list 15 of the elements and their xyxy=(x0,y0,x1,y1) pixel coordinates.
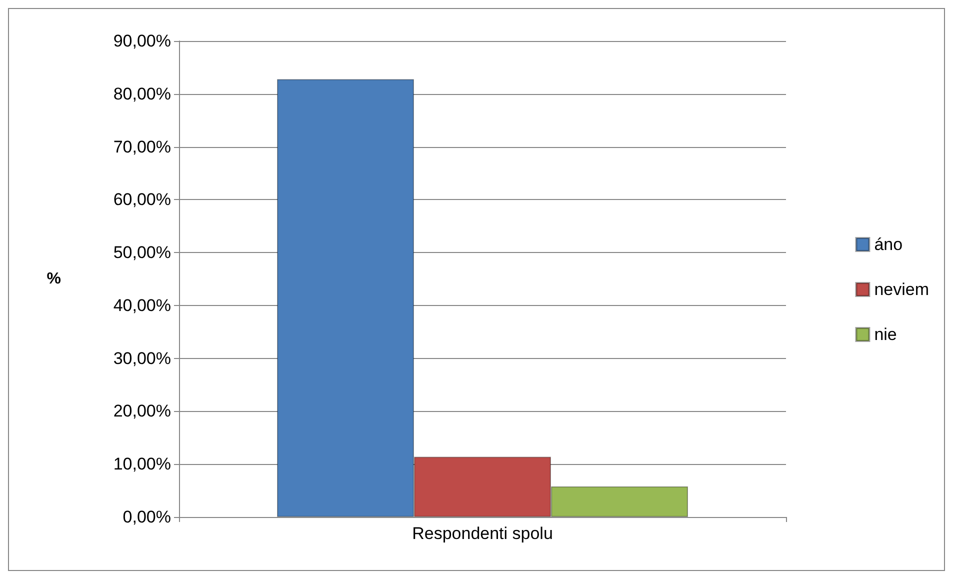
legend-label: nie xyxy=(874,325,897,344)
y-tick-label: 50,00% xyxy=(113,243,171,262)
y-axis-title: % xyxy=(46,270,61,288)
y-tick-label: 20,00% xyxy=(113,402,171,421)
legend-label: áno xyxy=(874,235,903,254)
y-tick-label: 10,00% xyxy=(113,454,171,474)
y-tick-label: 30,00% xyxy=(113,348,171,368)
y-tick-label: 90,00% xyxy=(113,32,171,50)
x-tick-label: Respondenti spolu xyxy=(412,524,553,543)
y-tick-label: 80,00% xyxy=(113,84,171,104)
y-tick-label: 60,00% xyxy=(113,190,171,210)
y-tick-label: 40,00% xyxy=(113,296,171,315)
y-tick-label: 0,00% xyxy=(122,508,171,526)
y-tick-label: 70,00% xyxy=(113,137,171,156)
legend-label: neviem xyxy=(874,280,930,299)
